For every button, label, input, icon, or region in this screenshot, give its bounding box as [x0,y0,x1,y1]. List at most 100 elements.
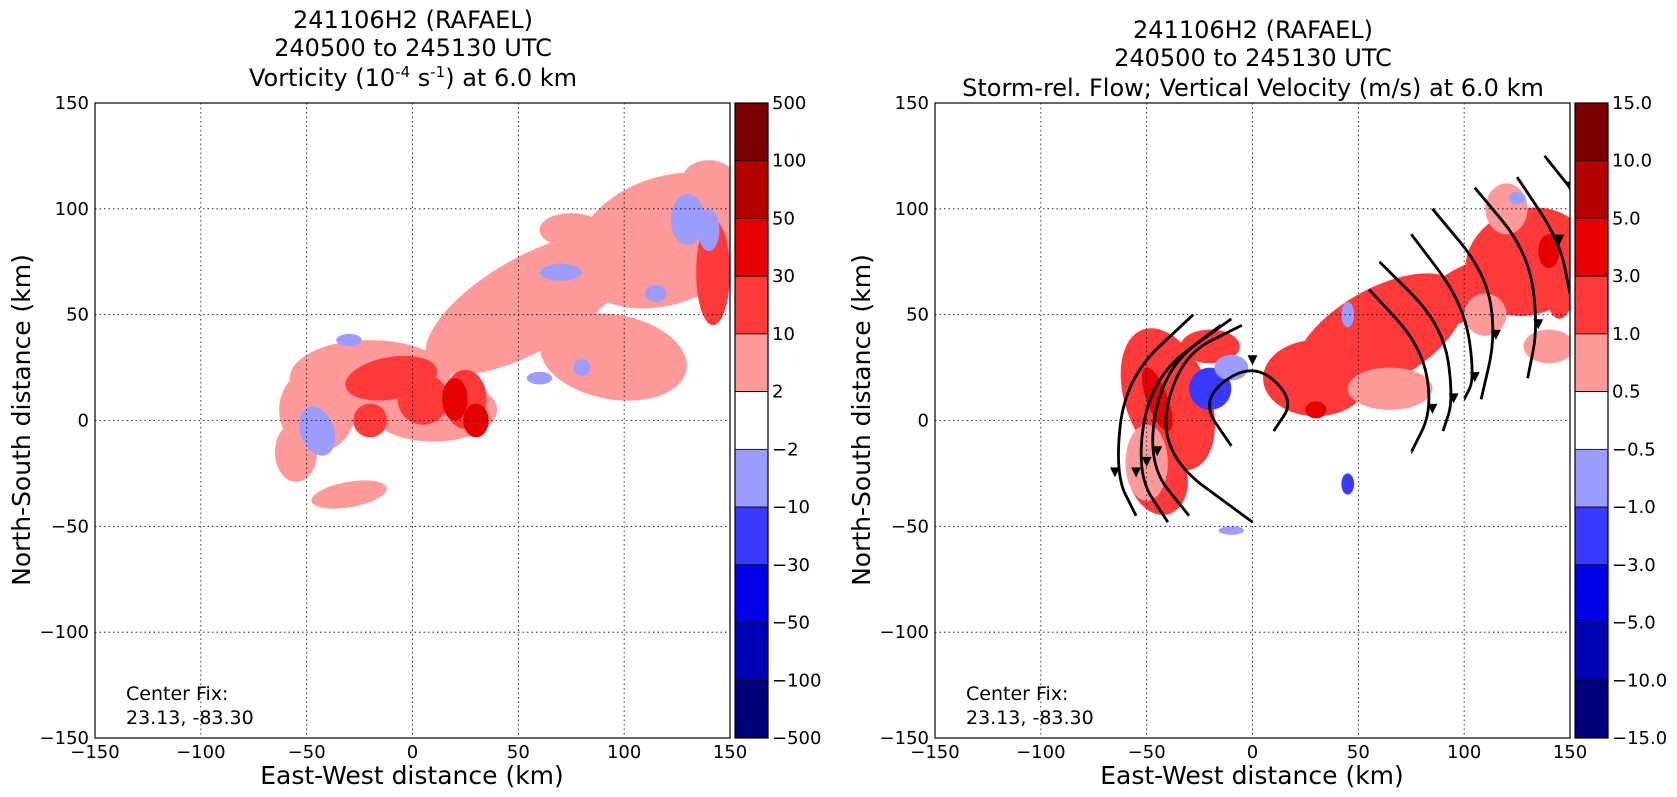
streamline [1367,288,1431,454]
field-patch [463,403,489,438]
x-tick-labels: −150 −100 −50 0 50 100 150 [70,742,747,763]
x-tick-label: 0 [407,742,418,763]
colorbar-tick-label: −10 [772,497,810,518]
field-patch [539,263,582,281]
colorbar-segment [734,333,769,393]
colorbar-segment [1574,218,1609,277]
title-line-3-sup1: -4 [395,63,410,81]
streamline [1208,369,1290,447]
streamline [1515,176,1570,294]
field-patch [645,285,667,302]
title-line-3: Storm-rel. Flow; Vertical Velocity (m/s)… [962,74,1544,102]
x-tick-label: −50 [1128,742,1166,763]
y-tick-label: 50 [906,305,929,326]
center-fix-label: Center Fix: [126,683,228,705]
vertical-velocity-panel: 241106H2 (RAFAEL) 240500 to 245130 UTC S… [847,16,1667,790]
streamline-arrow [1490,329,1501,340]
y-tick-label: −100 [40,622,89,643]
x-tick-labels: −150 −100 −50 0 50 100 150 [910,742,1587,763]
colorbar-segment [734,506,769,566]
field-patch [1341,473,1355,495]
field-patch [336,333,362,347]
colorbar-segment [1574,275,1609,335]
streamline [1410,233,1474,400]
field-patch [442,378,468,421]
field-patch [1347,367,1433,410]
field-patch [397,373,449,425]
x-tick-label: 50 [1347,742,1370,763]
x-tick-label: −50 [288,742,326,763]
plot-frame [94,102,731,739]
x-tick-label: 50 [507,742,530,763]
y-tick-label: −150 [880,728,929,749]
title-line-3-mid: s [410,64,430,92]
vorticity-field [274,160,730,509]
colorbar-tick-label: 50 [772,208,795,229]
y-tick-label: 0 [918,411,929,432]
x-tick-label: −150 [70,742,119,763]
colorbar-tick-label: −50 [772,613,810,634]
x-axis-label: East-West distance (km) [260,761,564,790]
colorbar-tick-label: −100 [772,670,821,691]
y-tick-label: 150 [895,93,929,114]
title-line-1: 241106H2 (RAFAEL) [1133,16,1373,44]
colorbar-segment [734,564,769,623]
title-line-1: 241106H2 (RAFAEL) [293,6,533,34]
x-tick-label: −150 [910,742,959,763]
streamline-arrow [1565,181,1570,192]
field-patch [1538,234,1560,269]
colorbar-segment [734,448,769,508]
field-patch [540,313,687,401]
streamline-arrow [1427,403,1438,414]
center-fix-label: Center Fix: [966,683,1068,705]
y-tick-label: 150 [55,93,89,114]
field-patch [526,371,553,385]
colorbar-segment [734,275,769,335]
field-patch [683,160,730,195]
y-tick-label: −50 [891,516,929,537]
colorbar-segment [734,102,769,162]
field-patch [1305,401,1327,419]
y-tick-label: 0 [78,411,89,432]
y-tick-label: 100 [55,199,89,220]
y-tick-label: −50 [51,516,89,537]
colorbar-segment [734,391,769,450]
x-tick-label: 150 [713,742,747,763]
streamline [1151,317,1233,517]
colorbar-tick-label: −2 [772,439,799,460]
streamline-arrow [1247,355,1258,366]
colorbar-segment [1574,102,1609,162]
colorbar-segment [734,218,769,277]
streamline [1378,260,1453,432]
y-axis-label: North-South distance (km) [847,254,876,586]
colorbar-tick-label: 15.0 [1612,93,1652,114]
colorbar-tick-label: 1.0 [1612,324,1641,345]
colorbar-segment [1574,333,1609,393]
colorbar-tick-label: −15.0 [1612,728,1667,749]
y-axis-label: North-South distance (km) [7,254,36,586]
plot-frame [934,102,1571,739]
y-tick-labels: −150 −100 −50 0 50 100 150 [880,93,929,749]
colorbar-segment [734,679,769,739]
streamline [1431,207,1495,400]
title-line-3-pre: Vorticity (10 [249,64,395,92]
colorbar-segment [734,622,769,681]
y-tick-labels: −150 −100 −50 0 50 100 150 [40,93,89,749]
streamline-arrow [1109,467,1120,478]
grid-lines [935,103,1570,738]
colorbar-tick-label: 3.0 [1612,266,1641,287]
vorticity-panel: 241106H2 (RAFAEL) 240500 to 245130 UTC V… [7,6,821,790]
colorbar-segment [1574,160,1609,219]
field-patch [1218,526,1245,535]
field-patch [539,213,603,247]
x-tick-label: −100 [1016,742,1065,763]
x-tick-label: 100 [1447,742,1481,763]
center-fix-coords: 23.13, -83.30 [966,707,1094,729]
x-tick-label: 0 [1247,742,1258,763]
field-patch [1263,340,1369,417]
x-tick-label: −100 [176,742,225,763]
streamline-arrow [1141,456,1152,467]
colorbar-tick-label: −0.5 [1612,439,1656,460]
colorbar-segment [1574,679,1609,739]
streamline-arrow [1554,234,1565,245]
